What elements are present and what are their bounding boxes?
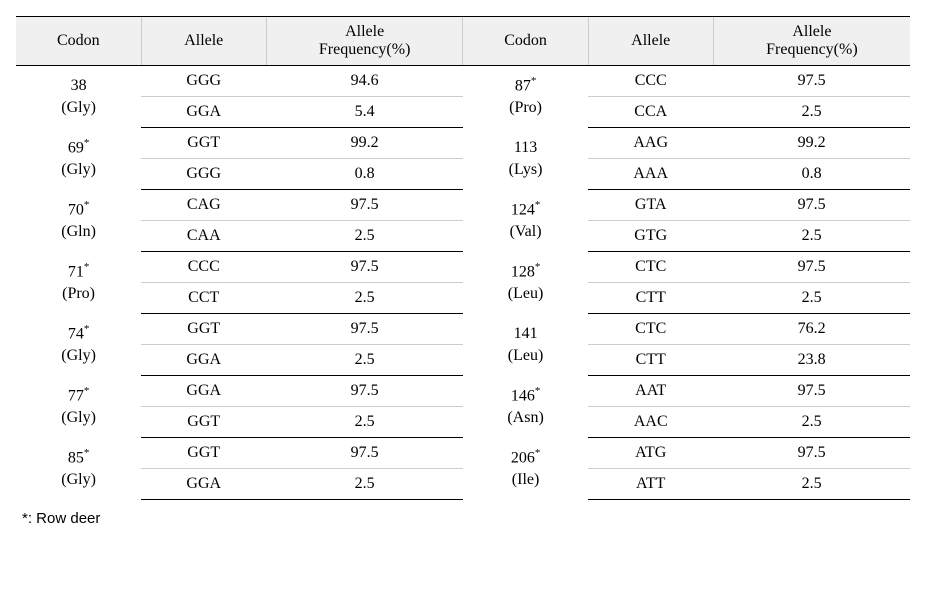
table-row: 85*(Gly)GGT97.5206*(Ile)ATG97.5 xyxy=(16,438,910,469)
allele-cell: ATT xyxy=(588,469,713,500)
allele-cell: GGT xyxy=(141,407,266,438)
codon-cell-left: 74*(Gly) xyxy=(16,314,141,376)
freq-cell: 2.5 xyxy=(266,345,463,376)
freq-header-line1: Allele xyxy=(345,23,384,40)
freq-cell: 2.5 xyxy=(713,221,910,252)
allele-cell: CAG xyxy=(141,190,266,221)
allele-cell: CTC xyxy=(588,252,713,283)
freq-cell: 5.4 xyxy=(266,97,463,128)
freq-cell: 23.8 xyxy=(713,345,910,376)
freq-header-line1-r: Allele xyxy=(792,23,831,40)
codon-cell-right: 113(Lys) xyxy=(463,128,588,190)
freq-cell: 0.8 xyxy=(266,159,463,190)
table-row: 71*(Pro)CCC97.5128*(Leu)CTC97.5 xyxy=(16,252,910,283)
freq-cell: 2.5 xyxy=(713,469,910,500)
allele-cell: AAC xyxy=(588,407,713,438)
codon-cell-right: 206*(Ile) xyxy=(463,438,588,500)
col-freq-left: Allele Frequency(%) xyxy=(266,17,463,66)
freq-cell: 94.6 xyxy=(266,66,463,97)
allele-cell: CTT xyxy=(588,283,713,314)
allele-frequency-table-container: Codon Allele Allele Frequency(%) Codon A… xyxy=(16,16,910,527)
col-allele-right: Allele xyxy=(588,17,713,66)
freq-cell: 2.5 xyxy=(266,221,463,252)
table-row: 38(Gly)GGG94.687*(Pro)CCC97.5 xyxy=(16,66,910,97)
codon-cell-right: 128*(Leu) xyxy=(463,252,588,314)
allele-cell: GTG xyxy=(588,221,713,252)
allele-cell: GTA xyxy=(588,190,713,221)
allele-cell: CAA xyxy=(141,221,266,252)
freq-cell: 2.5 xyxy=(266,407,463,438)
codon-cell-left: 85*(Gly) xyxy=(16,438,141,500)
freq-cell: 2.5 xyxy=(713,97,910,128)
freq-cell: 97.5 xyxy=(713,66,910,97)
freq-cell: 2.5 xyxy=(713,407,910,438)
freq-cell: 2.5 xyxy=(266,283,463,314)
col-freq-right: Allele Frequency(%) xyxy=(713,17,910,66)
col-codon-left: Codon xyxy=(16,17,141,66)
table-row: 69*(Gly)GGT99.2113(Lys)AAG99.2 xyxy=(16,128,910,159)
allele-cell: CCC xyxy=(141,252,266,283)
allele-cell: GGT xyxy=(141,438,266,469)
freq-cell: 97.5 xyxy=(266,252,463,283)
col-allele-left: Allele xyxy=(141,17,266,66)
allele-cell: GGA xyxy=(141,469,266,500)
freq-cell: 97.5 xyxy=(713,438,910,469)
allele-cell: GGA xyxy=(141,97,266,128)
codon-cell-left: 38(Gly) xyxy=(16,66,141,128)
freq-cell: 2.5 xyxy=(713,283,910,314)
allele-cell: CTC xyxy=(588,314,713,345)
table-body: 38(Gly)GGG94.687*(Pro)CCC97.5GGA5.4CCA2.… xyxy=(16,66,910,500)
codon-cell-left: 77*(Gly) xyxy=(16,376,141,438)
freq-cell: 97.5 xyxy=(266,376,463,407)
allele-cell: GGT xyxy=(141,128,266,159)
allele-cell: GGT xyxy=(141,314,266,345)
freq-cell: 97.5 xyxy=(713,252,910,283)
codon-cell-left: 71*(Pro) xyxy=(16,252,141,314)
freq-cell: 97.5 xyxy=(266,438,463,469)
freq-header-line2-r: Frequency(%) xyxy=(766,41,858,58)
allele-cell: AAA xyxy=(588,159,713,190)
codon-cell-right: 87*(Pro) xyxy=(463,66,588,128)
allele-cell: CTT xyxy=(588,345,713,376)
table-row: 74*(Gly)GGT97.5141(Leu)CTC76.2 xyxy=(16,314,910,345)
freq-cell: 2.5 xyxy=(266,469,463,500)
allele-cell: CCT xyxy=(141,283,266,314)
table-row: 77*(Gly)GGA97.5146*(Asn)AAT97.5 xyxy=(16,376,910,407)
footnote: *: Row deer xyxy=(16,510,910,527)
freq-cell: 97.5 xyxy=(713,190,910,221)
allele-cell: AAG xyxy=(588,128,713,159)
allele-cell: GGA xyxy=(141,376,266,407)
allele-cell: ATG xyxy=(588,438,713,469)
freq-cell: 99.2 xyxy=(266,128,463,159)
codon-cell-right: 146*(Asn) xyxy=(463,376,588,438)
codon-cell-right: 141(Leu) xyxy=(463,314,588,376)
allele-cell: CCC xyxy=(588,66,713,97)
allele-cell: GGA xyxy=(141,345,266,376)
freq-cell: 97.5 xyxy=(266,190,463,221)
allele-cell: CCA xyxy=(588,97,713,128)
allele-frequency-table: Codon Allele Allele Frequency(%) Codon A… xyxy=(16,16,910,500)
freq-cell: 99.2 xyxy=(713,128,910,159)
table-header-row: Codon Allele Allele Frequency(%) Codon A… xyxy=(16,17,910,66)
col-codon-right: Codon xyxy=(463,17,588,66)
allele-cell: AAT xyxy=(588,376,713,407)
allele-cell: GGG xyxy=(141,66,266,97)
freq-cell: 97.5 xyxy=(266,314,463,345)
codon-cell-left: 69*(Gly) xyxy=(16,128,141,190)
freq-cell: 76.2 xyxy=(713,314,910,345)
codon-cell-right: 124*(Val) xyxy=(463,190,588,252)
codon-cell-left: 70*(Gln) xyxy=(16,190,141,252)
allele-cell: GGG xyxy=(141,159,266,190)
freq-header-line2: Frequency(%) xyxy=(319,41,411,58)
freq-cell: 0.8 xyxy=(713,159,910,190)
freq-cell: 97.5 xyxy=(713,376,910,407)
table-row: 70*(Gln)CAG97.5124*(Val)GTA97.5 xyxy=(16,190,910,221)
